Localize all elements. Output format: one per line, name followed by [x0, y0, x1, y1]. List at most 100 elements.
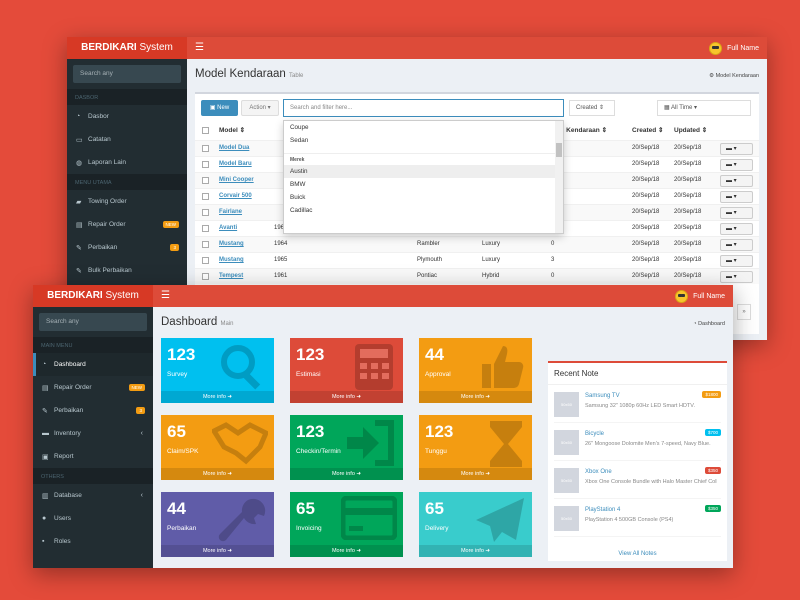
row-checkbox[interactable]	[202, 161, 209, 168]
sidebar-item-perbaikan[interactable]: ✎ Perbaikan 3	[67, 236, 187, 259]
sidebar-item-towing[interactable]: ▰ Towing Order	[76, 198, 127, 206]
suggestion-item[interactable]: Buick	[290, 194, 306, 201]
row-action-button[interactable]: ▬ ▾	[720, 175, 753, 187]
more-info-link[interactable]: More info ➜	[419, 545, 532, 557]
menu-toggle-icon[interactable]: ☰	[195, 42, 204, 53]
sidebar-item-repair-order[interactable]: ▤ Repair Order NEW	[33, 376, 153, 399]
col-mfg[interactable]: Mfg. Kendaraan ⇕	[551, 127, 608, 134]
cell-model[interactable]: Corvair 500	[219, 193, 252, 199]
row-checkbox[interactable]	[202, 257, 209, 264]
sidebar-item-bulk[interactable]: ✎ Bulk Perbaikan	[76, 267, 132, 275]
more-info-link[interactable]: More info ➜	[161, 545, 274, 557]
list-item[interactable]: 50x50 PlayStation 4 $350 PlayStation 4 5…	[554, 503, 721, 537]
row-action-button[interactable]: ▬ ▾	[720, 239, 753, 251]
suggestion-item[interactable]: Austin	[284, 165, 563, 178]
thumbnail: 50x50	[554, 506, 579, 531]
row-action-button[interactable]: ▬ ▾	[720, 255, 753, 267]
users-icon: ●	[42, 515, 47, 522]
cell-model[interactable]: Mustang	[219, 241, 244, 247]
user-menu[interactable]: Full Name	[675, 285, 725, 307]
cell-model[interactable]: Tempest	[219, 273, 244, 279]
breadcrumb[interactable]: ⚙ Model Kendaraan	[709, 73, 759, 79]
more-info-link[interactable]: More info ➜	[419, 391, 532, 403]
menu-toggle-icon[interactable]: ☰	[161, 290, 170, 301]
row-checkbox[interactable]	[202, 273, 209, 280]
suggestion-item[interactable]: Cadillac	[290, 207, 313, 214]
sidebar-item-catatan[interactable]: ▭ Catatan	[76, 136, 111, 144]
row-action-button[interactable]: ▬ ▾	[720, 159, 753, 171]
suggestion-item[interactable]: BMW	[290, 181, 306, 188]
table-row[interactable]: Tempest 1961 Pontiac Hybrid 0 20/Sep/18 20/Sep…	[195, 268, 759, 284]
col-updated[interactable]: Updated ⇕	[674, 127, 708, 134]
breadcrumb[interactable]: ◔ Dashboard	[693, 321, 725, 327]
sidebar-item-users[interactable]: ● Users	[42, 515, 71, 522]
row-checkbox[interactable]	[202, 209, 209, 216]
user-menu[interactable]: Full Name	[709, 37, 759, 59]
cell-model[interactable]: Model Baru	[219, 161, 252, 167]
new-button[interactable]: ▣ New	[201, 100, 238, 116]
search-input[interactable]: Search any	[39, 313, 147, 331]
handshake-icon	[212, 422, 268, 465]
next-page-button[interactable]: »	[737, 304, 751, 320]
more-info-link[interactable]: More info ➜	[290, 468, 403, 480]
more-info-link[interactable]: More info ➜	[161, 468, 274, 480]
row-action-button[interactable]: ▬ ▾	[720, 223, 753, 235]
filter-input[interactable]: Search and filter here...	[283, 99, 564, 117]
scrollbar[interactable]	[555, 121, 563, 233]
table-row[interactable]: Mustang 1965 Plymouth Luxury 3 20/Sep/18 20/Se…	[195, 252, 759, 268]
item-title[interactable]: Bicycle	[585, 431, 605, 437]
date-range-select[interactable]: ▦ All Time ▾	[657, 100, 751, 116]
row-action-button[interactable]: ▬ ▾	[720, 271, 753, 283]
item-title[interactable]: Samsung TV	[585, 393, 620, 399]
view-all-notes-link[interactable]: View All Notes	[618, 551, 657, 557]
tile-estimasi: 123 Estimasi More info ➜	[290, 338, 403, 403]
thumbnail: 50x50	[554, 430, 579, 455]
sidebar-item-roles[interactable]: ▪ Roles	[42, 538, 71, 545]
sidebar-item-inventory[interactable]: ▬ Inventory ‹	[42, 430, 143, 437]
sidebar-item-laporan[interactable]: ◍ Laporan Lain	[76, 159, 126, 167]
list-item[interactable]: 50x50 Xbox One $350 Xbox One Console Bun…	[554, 465, 721, 499]
cell-model[interactable]: Fairlane	[219, 209, 243, 215]
sidebar-item-dashboard[interactable]: ◔ Dashboard	[33, 353, 153, 376]
select-all-checkbox[interactable]	[202, 127, 209, 134]
col-model[interactable]: Model ⇕	[219, 127, 246, 134]
row-checkbox[interactable]	[202, 193, 209, 200]
row-checkbox[interactable]	[202, 225, 209, 232]
sidebar-item-repair-order[interactable]: ▤ Repair Order NEW	[67, 213, 187, 236]
row-checkbox[interactable]	[202, 145, 209, 152]
cell-model[interactable]: Mini Cooper	[219, 177, 254, 183]
cell-model[interactable]: Model Dua	[219, 145, 250, 151]
cell-model[interactable]: Avanti	[219, 225, 238, 231]
globe-icon: ◍	[76, 159, 83, 167]
paper-plane-icon	[476, 498, 524, 542]
action-dropdown[interactable]: Action ▾	[241, 100, 279, 116]
sidebar-item-dasbor[interactable]: ◔ Dasbor	[76, 113, 109, 120]
more-info-link[interactable]: More info ➜	[290, 391, 403, 403]
list-item[interactable]: 50x50 Bicycle $700 26" Mongoose Dolomite…	[554, 427, 721, 461]
col-created[interactable]: Created ⇕	[632, 127, 664, 134]
more-info-link[interactable]: More info ➜	[290, 545, 403, 557]
search-input[interactable]: Search any	[73, 65, 181, 83]
row-checkbox[interactable]	[202, 241, 209, 248]
list-item[interactable]: 50x50 Samsung TV $1800 Samsung 32" 1080p…	[554, 389, 721, 423]
more-info-link[interactable]: More info ➜	[161, 391, 274, 403]
row-action-button[interactable]: ▬ ▾	[720, 207, 753, 219]
table-row[interactable]: Mustang 1964 Rambler Luxury 0 20/Sep/18 20/Sep…	[195, 236, 759, 252]
item-title[interactable]: Xbox One	[585, 469, 612, 475]
cell-model[interactable]: Mustang	[219, 257, 244, 263]
more-info-link[interactable]: More info ➜	[419, 468, 532, 480]
cell-mfg: Pontiac	[417, 273, 438, 279]
suggestion-item[interactable]: Coupe	[290, 124, 309, 131]
sort-created-select[interactable]: Created ⇕	[569, 100, 615, 116]
main-content: Dashboard Main ◔ Dashboard 123 Survey Mor…	[153, 307, 733, 568]
item-title[interactable]: PlayStation 4	[585, 507, 621, 513]
sidebar-item-perbaikan[interactable]: ✎ Perbaikan 3	[33, 399, 153, 422]
suggestion-item[interactable]: Sedan	[290, 137, 309, 144]
app-logo[interactable]: BERDIKARI System	[67, 37, 187, 59]
row-action-button[interactable]: ▬ ▾	[720, 191, 753, 203]
app-logo[interactable]: BERDIKARI System	[33, 285, 153, 307]
row-action-button[interactable]: ▬ ▾	[720, 143, 753, 155]
sidebar-item-report[interactable]: ▣ Report	[42, 453, 74, 461]
sidebar-item-database[interactable]: ▥ Database ‹	[42, 492, 143, 500]
row-checkbox[interactable]	[202, 177, 209, 184]
